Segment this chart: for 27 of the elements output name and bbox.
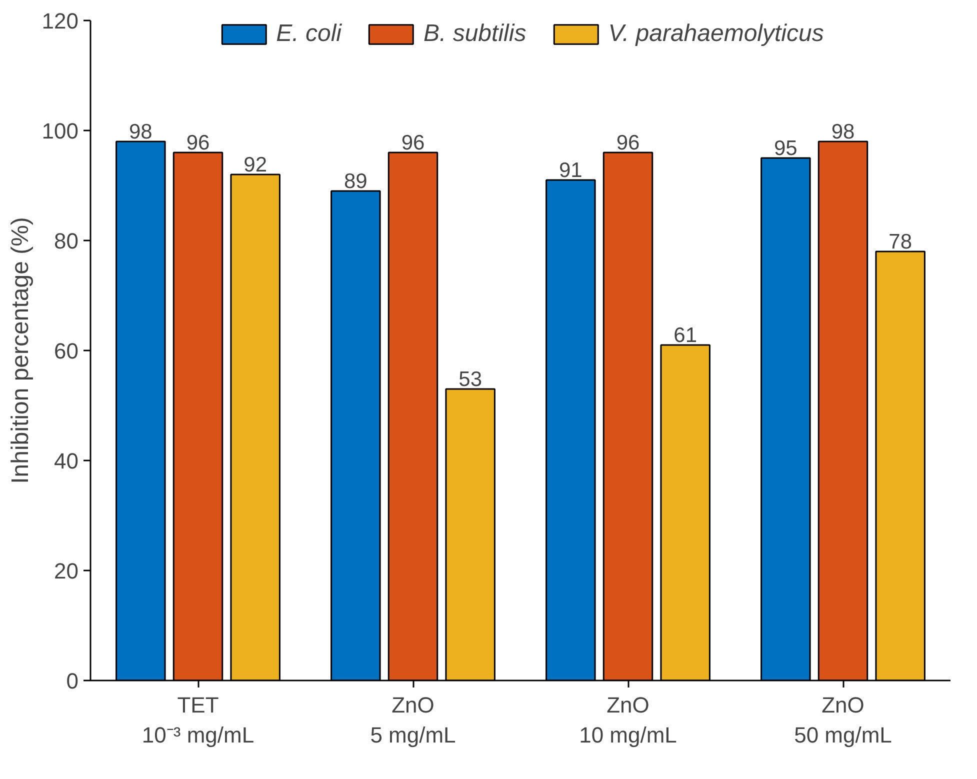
data-label: 98 bbox=[128, 120, 152, 144]
data-label: 96 bbox=[401, 132, 425, 154]
data-label: 53 bbox=[458, 368, 482, 391]
x-tick-label: ZnO 10 mg/mL bbox=[579, 692, 677, 748]
y-tick-label: 40 bbox=[54, 448, 79, 474]
data-label: 78 bbox=[888, 230, 912, 254]
y-tick-label: 80 bbox=[54, 228, 79, 254]
x-tick-label: ZnO 50 mg/mL bbox=[794, 692, 892, 748]
data-label: 89 bbox=[344, 170, 368, 193]
y-tick-label: 20 bbox=[54, 558, 79, 584]
data-label: 92 bbox=[244, 154, 268, 176]
y-axis-title: Inhibition percentage (%) bbox=[6, 217, 34, 484]
legend-label: B. subtilis bbox=[423, 20, 526, 48]
legend-label: V. parahaemolyticus bbox=[608, 20, 824, 48]
data-label: 96 bbox=[616, 132, 640, 154]
y-tick-label: 120 bbox=[42, 8, 79, 34]
y-tick-label: 60 bbox=[54, 338, 79, 364]
data-label: 61 bbox=[674, 324, 698, 347]
x-tick-label: ZnO 5 mg/mL bbox=[370, 692, 456, 748]
data-label: 91 bbox=[558, 159, 582, 182]
y-tick-label: 100 bbox=[42, 118, 79, 144]
data-label: 95 bbox=[774, 137, 798, 160]
x-tick-label: TET 10⁻³ mg/mL bbox=[142, 692, 254, 748]
legend-label: E. coli bbox=[276, 20, 342, 48]
data-label: 98 bbox=[831, 120, 855, 144]
y-tick-label: 0 bbox=[66, 668, 79, 694]
data-label: 96 bbox=[186, 132, 210, 154]
